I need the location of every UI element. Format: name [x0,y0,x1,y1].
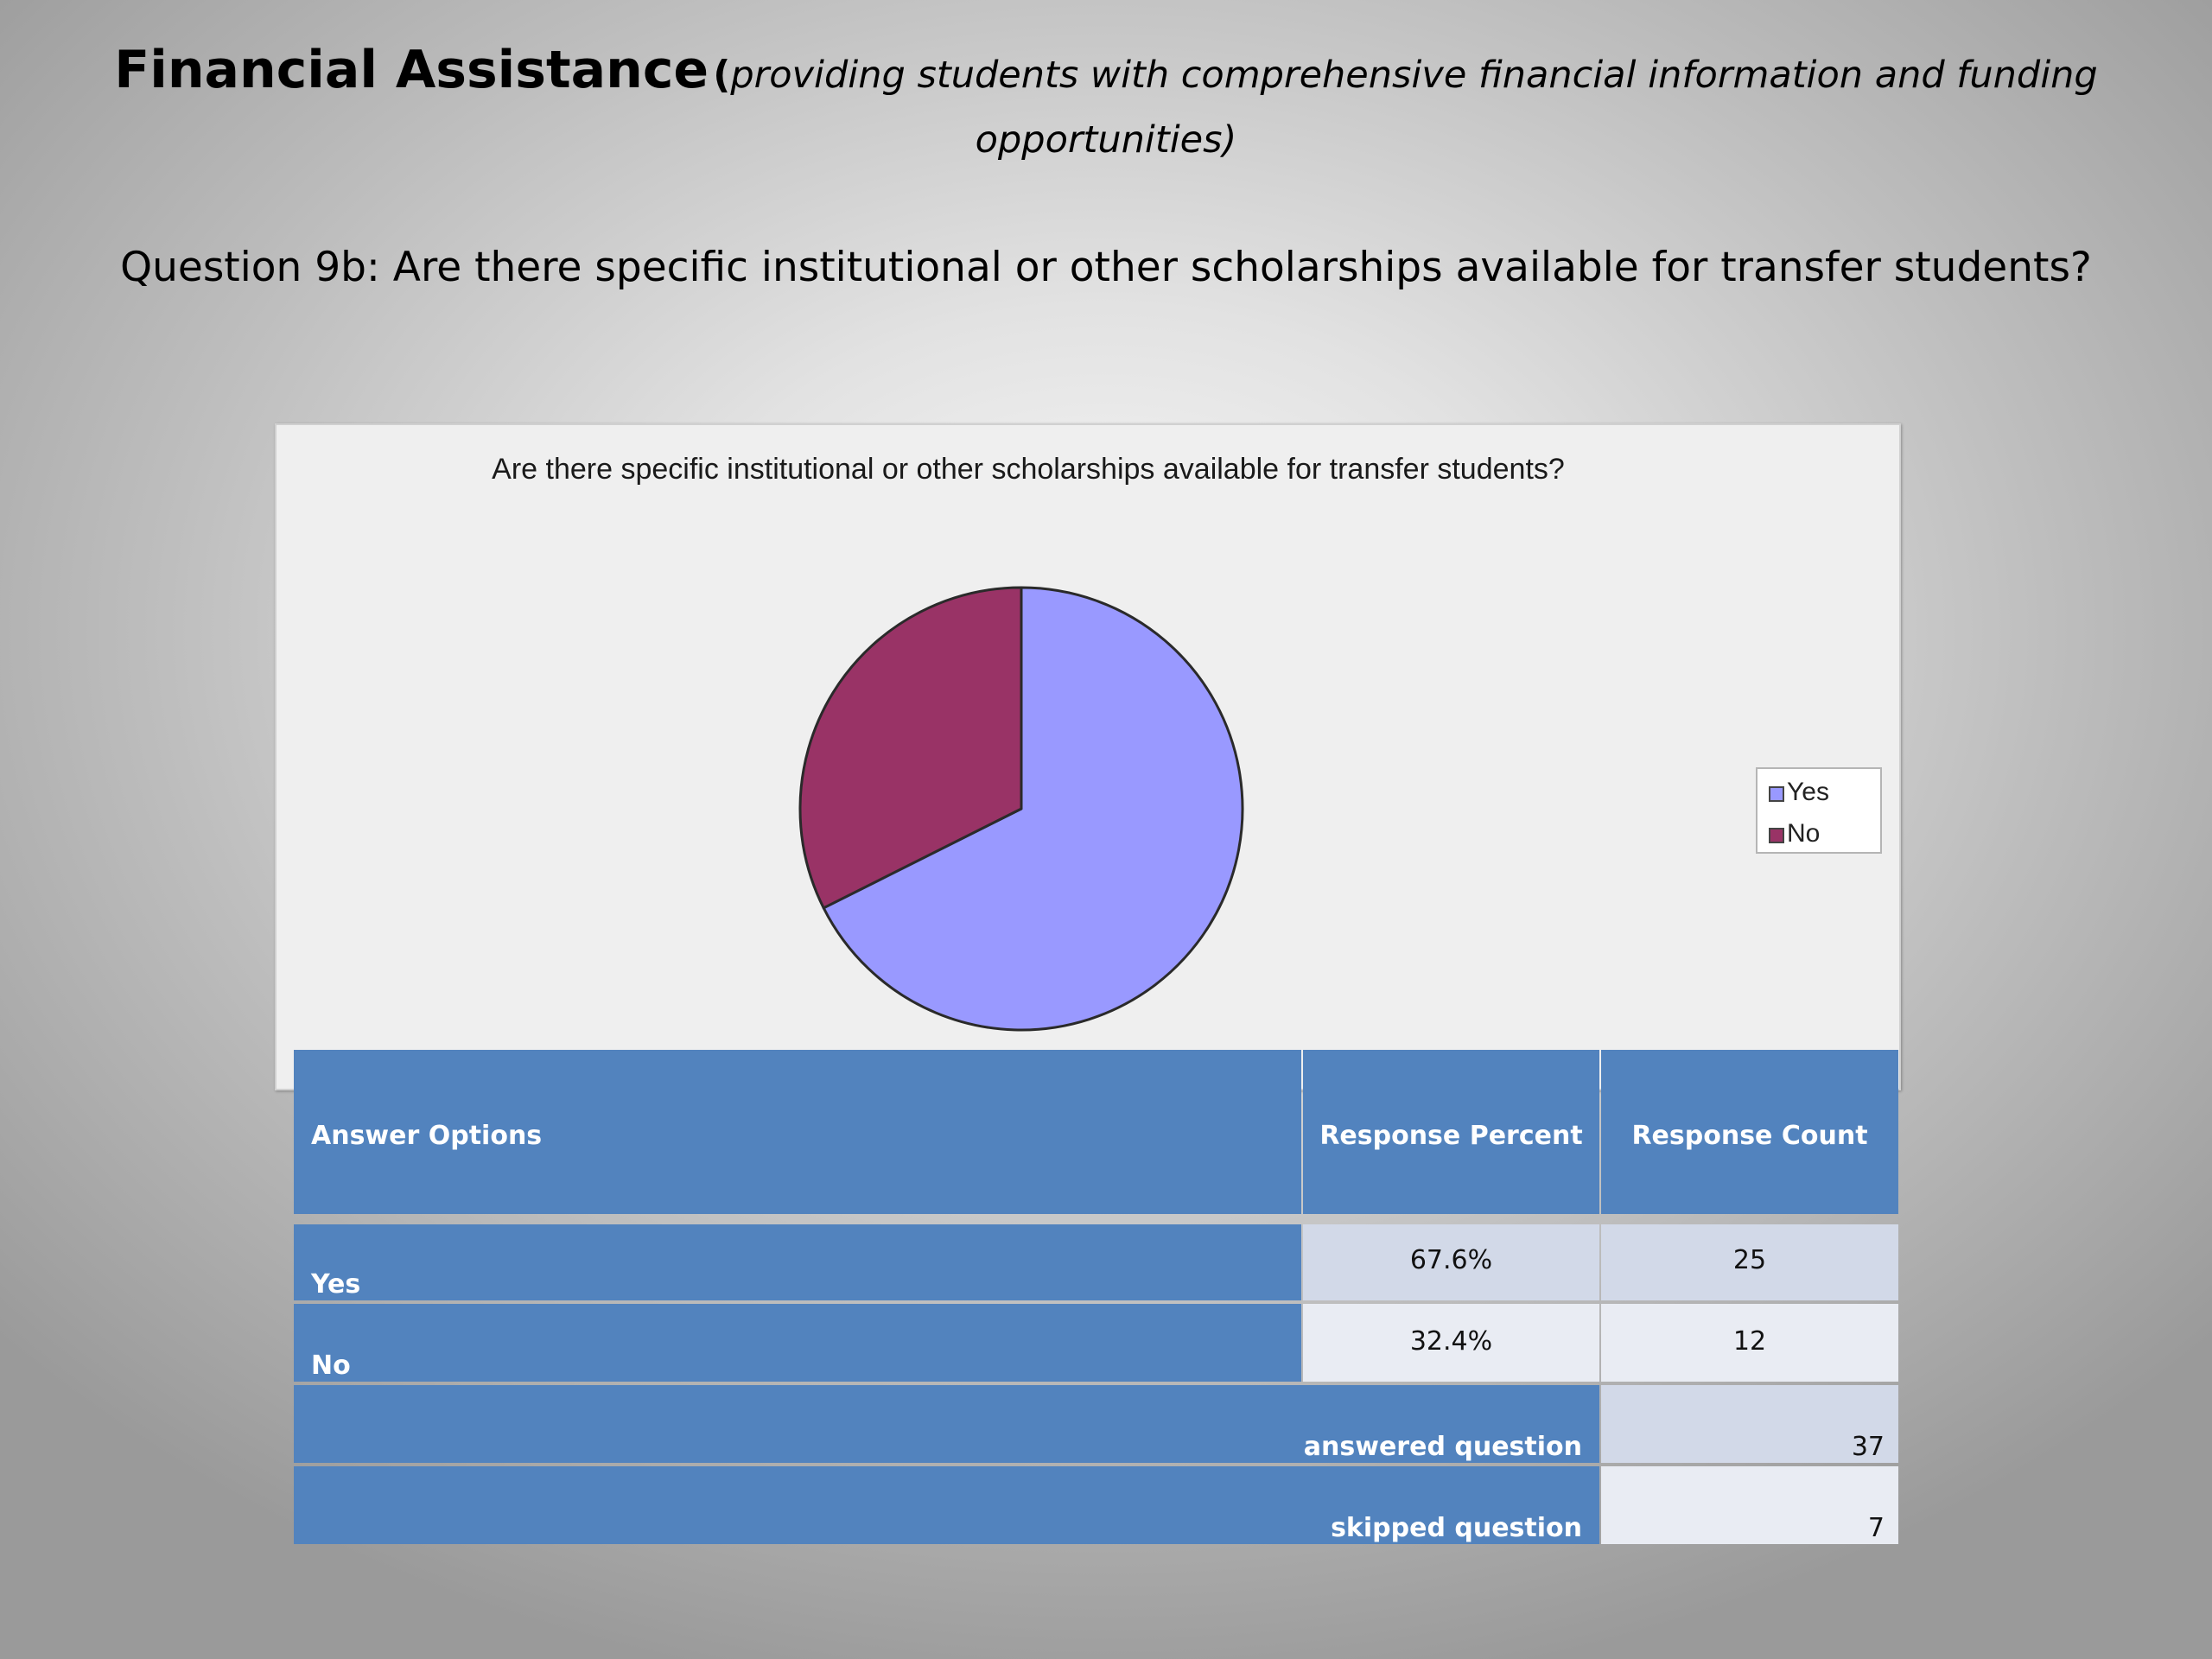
question-heading: Question 9b: Are there specific institut… [120,244,2092,291]
legend-swatch-yes [1769,786,1784,802]
slide-subtitle: providing students with comprehensive fi… [730,54,2098,162]
row-no-option: No [294,1304,1301,1382]
legend-label-yes: Yes [1787,778,1829,806]
skipped-question-count: 7 [1601,1466,1898,1544]
legend-item-yes: Yes [1769,778,1829,807]
header-response-percent: Response Percent [1303,1050,1599,1214]
chart-panel: Are there specific institutional or othe… [275,423,1901,1090]
pie-slice-yes [822,586,1244,1032]
slide-title: Financial Assistance (providing students… [104,41,2108,176]
row-yes-count: 25 [1601,1224,1898,1300]
slide-title-paren: ( [713,53,731,97]
chart-legend: Yes No [1756,767,1882,854]
legend-label-no: No [1787,819,1821,848]
answered-question-count: 37 [1601,1385,1898,1463]
pie-chart [798,586,1244,1032]
row-no-percent: 32.4% [1303,1304,1599,1382]
answered-question-label: answered question [294,1385,1599,1463]
header-answer-options: Answer Options [294,1050,1301,1214]
row-yes-percent: 67.6% [1303,1224,1599,1300]
chart-title: Are there specific institutional or othe… [492,453,1565,486]
legend-swatch-no [1769,828,1784,843]
legend-item-no: No [1769,819,1821,849]
slide-title-main: Financial Assistance [114,40,709,100]
row-no-count: 12 [1601,1304,1898,1382]
row-yes-option: Yes [294,1224,1301,1300]
header-response-count: Response Count [1601,1050,1898,1214]
skipped-question-label: skipped question [294,1466,1599,1544]
pie-slice-no [798,586,1023,910]
